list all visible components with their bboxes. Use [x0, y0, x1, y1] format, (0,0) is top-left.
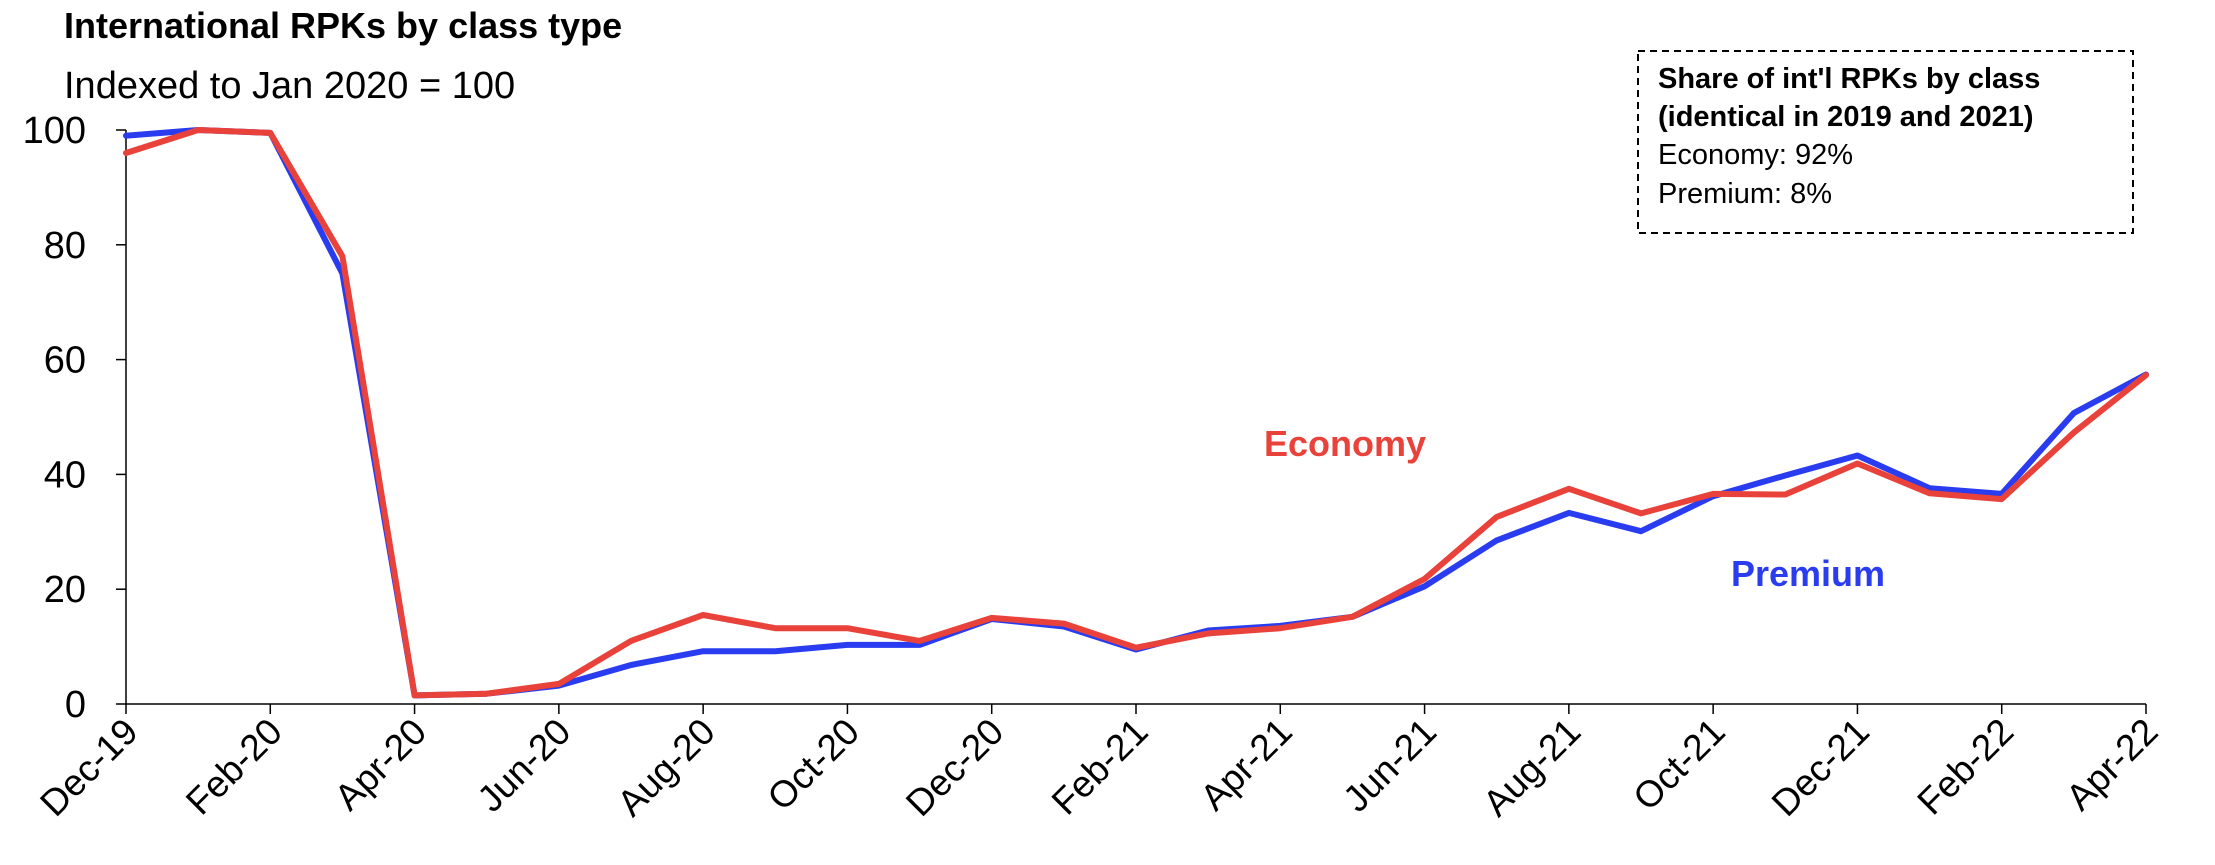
x-tick-label: Jun-21	[1335, 711, 1444, 820]
annotation-title-line1: Share of int'l RPKs by class	[1658, 63, 2040, 95]
share-annotation-box: Share of int'l RPKs by class (identical …	[1637, 50, 2134, 234]
x-tick-label: Dec-20	[898, 711, 1011, 824]
x-tick-label: Dec-21	[1764, 711, 1877, 824]
series-label-premium: Premium	[1731, 553, 1885, 594]
annotation-title-line2: (identical in 2019 and 2021)	[1658, 101, 2034, 133]
x-tick-label: Dec-19	[32, 711, 145, 824]
x-tick-label: Aug-21	[1475, 711, 1588, 824]
x-tick-label: Oct-20	[760, 711, 868, 819]
x-axis: Dec-19 Feb-20 Apr-20 Jun-20 Aug-20 Oct-20 Dec-…	[32, 703, 2166, 824]
series-line-economy	[123, 127, 2149, 699]
y-axis: 0 20 40 60 80 100	[23, 110, 127, 726]
y-tick-label: 60	[44, 340, 86, 382]
x-tick-label: Feb-20	[178, 711, 290, 823]
y-tick-label: 40	[44, 454, 86, 496]
x-tick-label: Feb-21	[1044, 711, 1156, 823]
annotation-economy-share: Economy: 92%	[1658, 139, 1853, 171]
annotation-premium-share: Premium: 8%	[1658, 178, 1832, 210]
series-line-premium	[123, 127, 2149, 699]
y-tick-label: 80	[44, 225, 86, 267]
x-tick-label: Oct-21	[1625, 711, 1733, 819]
series-label-economy: Economy	[1264, 423, 1426, 464]
y-tick-label: 0	[65, 684, 86, 726]
series-lines	[123, 127, 2149, 699]
x-tick-label: Apr-22	[2058, 711, 2166, 819]
x-tick-label: Apr-20	[327, 711, 435, 819]
y-tick-label: 20	[44, 569, 86, 611]
chart-subtitle: Indexed to Jan 2020 = 100	[64, 65, 515, 107]
x-tick-label: Jun-20	[470, 711, 579, 820]
x-tick-label: Aug-20	[609, 711, 722, 824]
y-tick-label: 100	[23, 110, 86, 152]
chart-title: International RPKs by class type	[64, 5, 622, 46]
x-tick-label: Apr-21	[1192, 711, 1300, 819]
x-tick-label: Feb-22	[1909, 711, 2021, 823]
